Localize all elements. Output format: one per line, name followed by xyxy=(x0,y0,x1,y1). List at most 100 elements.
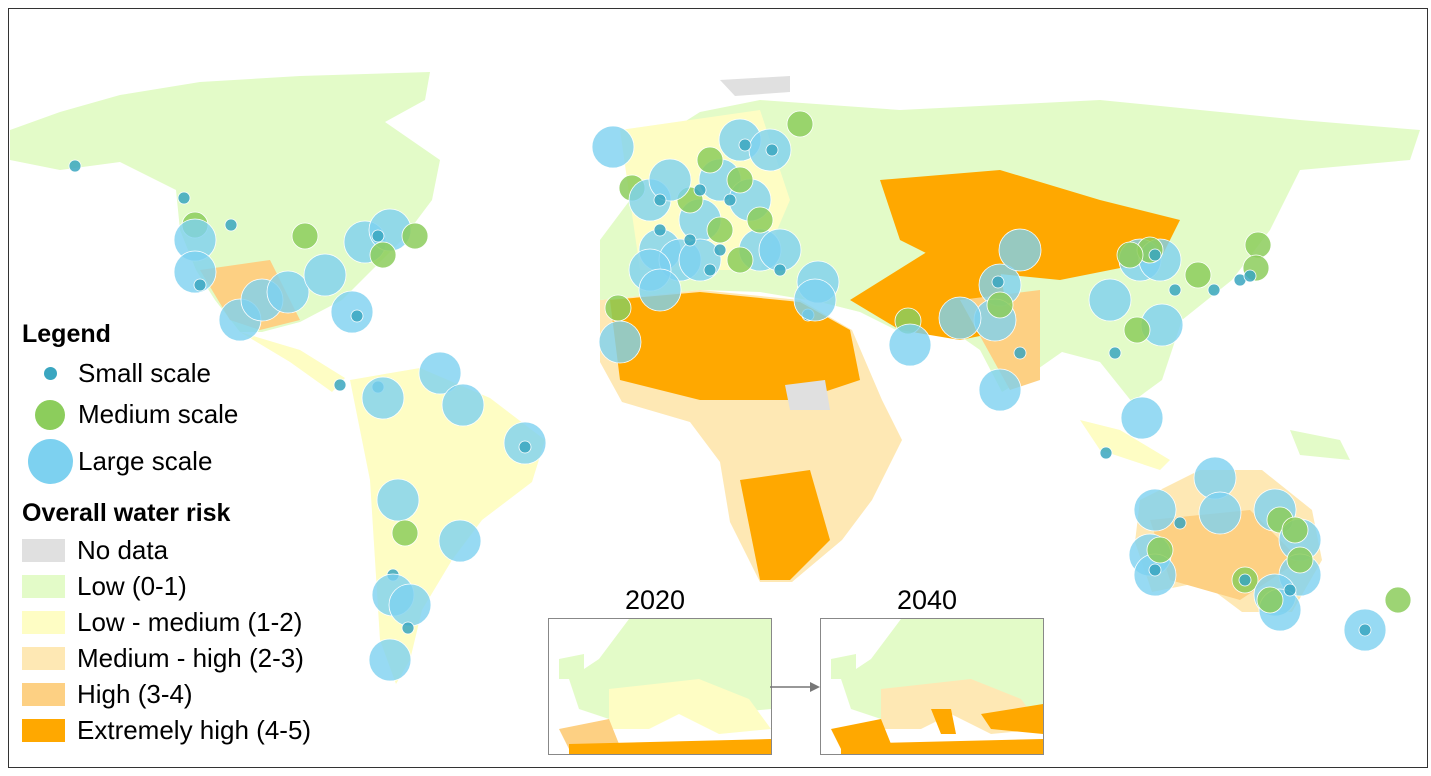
large-scale-facility xyxy=(1198,491,1242,535)
medium-scale-facility xyxy=(696,146,724,174)
inset-2020-title: 2020 xyxy=(625,585,686,615)
risk-swatch xyxy=(22,682,65,706)
legend-title: Legend xyxy=(22,320,111,348)
small-scale-facility xyxy=(193,278,207,292)
inset-2040-title: 2040 xyxy=(897,585,958,615)
svalbard xyxy=(720,76,790,96)
legend-risk-4: High (3-4) xyxy=(22,676,311,712)
legend-label: Small scale xyxy=(78,358,211,388)
large-scale-facility xyxy=(598,320,642,364)
legend-medium-scale: Medium scale xyxy=(22,394,311,435)
small-scale-facility xyxy=(1173,516,1187,530)
uk xyxy=(831,654,856,679)
medium-scale-dot-icon xyxy=(35,399,65,430)
north-africa xyxy=(569,739,771,754)
medium-scale-facility xyxy=(726,166,754,194)
large-scale-facility xyxy=(648,158,692,202)
uk xyxy=(559,654,584,679)
medium-scale-facility xyxy=(746,206,774,234)
medium-scale-facility xyxy=(401,222,429,250)
large-scale-facility xyxy=(978,368,1022,412)
legend-risk-3: Medium - high (2-3) xyxy=(22,640,311,676)
legend-large-scale: Large scale xyxy=(22,435,311,487)
central-europe xyxy=(609,679,771,734)
small-scale-facility xyxy=(773,263,787,277)
legend-risk-0: No data xyxy=(22,532,311,568)
no-data-region xyxy=(785,380,830,410)
small-scale-facility xyxy=(1148,563,1162,577)
risk-legend-title: Overall water risk xyxy=(22,499,231,527)
medium-scale-facility xyxy=(706,216,734,244)
large-scale-facility xyxy=(303,253,347,297)
medium-scale-facility xyxy=(391,519,419,547)
small-scale-facility xyxy=(518,440,532,454)
legend-risk-5: Extremely high (4-5) xyxy=(22,712,311,748)
small-scale-facility xyxy=(653,193,667,207)
small-scale-facility xyxy=(401,621,415,635)
small-scale-facility xyxy=(1243,269,1257,283)
new-guinea xyxy=(1290,430,1350,460)
legend-small-scale: Small scale xyxy=(22,353,311,394)
southern-africa-high-risk xyxy=(740,470,830,580)
medium-scale-facility xyxy=(604,294,632,322)
inset-map-2040 xyxy=(820,618,1044,755)
small-scale-facility xyxy=(1283,583,1297,597)
arrow-icon xyxy=(770,682,820,692)
risk-swatch xyxy=(22,718,65,742)
large-scale-facility xyxy=(638,268,682,312)
small-scale-facility xyxy=(713,243,727,257)
medium-scale-facility xyxy=(1286,546,1314,574)
large-scale-facility xyxy=(266,270,310,314)
small-scale-facility xyxy=(1238,573,1252,587)
large-scale-facility xyxy=(418,351,462,395)
large-scale-facility xyxy=(591,125,635,169)
small-scale-facility xyxy=(1108,346,1122,360)
risk-label: High (3-4) xyxy=(77,678,193,709)
small-scale-facility xyxy=(224,218,238,232)
medium-scale-facility xyxy=(1384,586,1412,614)
risk-label: No data xyxy=(77,534,169,565)
iberia xyxy=(831,719,891,749)
medium-scale-facility xyxy=(1281,516,1309,544)
medium-scale-facility xyxy=(1244,231,1272,259)
sahara-high-risk xyxy=(610,292,860,400)
medium-scale-facility xyxy=(1256,586,1284,614)
small-scale-facility xyxy=(1013,346,1027,360)
large-scale-facility xyxy=(998,228,1042,272)
small-scale-facility xyxy=(693,183,707,197)
legend-risk-1: Low (0-1) xyxy=(22,568,311,604)
large-scale-facility xyxy=(1133,488,1177,532)
risk-label: Medium - high (2-3) xyxy=(77,642,304,673)
large-scale-facility xyxy=(330,290,374,334)
legend-label: Medium scale xyxy=(78,399,239,429)
legend: Legend Small scale Medium scale Large sc… xyxy=(22,320,311,748)
medium-scale-facility xyxy=(726,246,754,274)
small-scale-facility xyxy=(653,223,667,237)
medium-scale-facility xyxy=(369,241,397,269)
legend-risk-2: Low - medium (1-2) xyxy=(22,604,311,640)
medium-scale-facility xyxy=(1184,261,1212,289)
small-scale-facility xyxy=(1207,283,1221,297)
medium-scale-facility xyxy=(1116,241,1144,269)
risk-swatch xyxy=(22,574,65,598)
medium-scale-facility xyxy=(1123,316,1151,344)
small-scale-facility xyxy=(991,275,1005,289)
risk-swatch xyxy=(22,538,65,562)
large-scale-facility xyxy=(678,238,722,282)
medium-scale-facility xyxy=(786,110,814,138)
small-scale-facility xyxy=(68,159,82,173)
small-scale-facility xyxy=(1358,623,1372,637)
large-scale-facility xyxy=(441,383,485,427)
large-scale-facility xyxy=(938,296,982,340)
large-scale-facility xyxy=(438,519,482,563)
small-scale-facility xyxy=(683,233,697,247)
small-scale-facility xyxy=(703,263,717,277)
small-scale-facility xyxy=(765,143,779,157)
medium-scale-facility xyxy=(291,222,319,250)
turkey xyxy=(981,704,1043,734)
small-scale-facility xyxy=(1148,248,1162,262)
australia-high-risk xyxy=(1150,510,1300,600)
large-scale-facility xyxy=(361,376,405,420)
large-scale-facility xyxy=(888,323,932,367)
